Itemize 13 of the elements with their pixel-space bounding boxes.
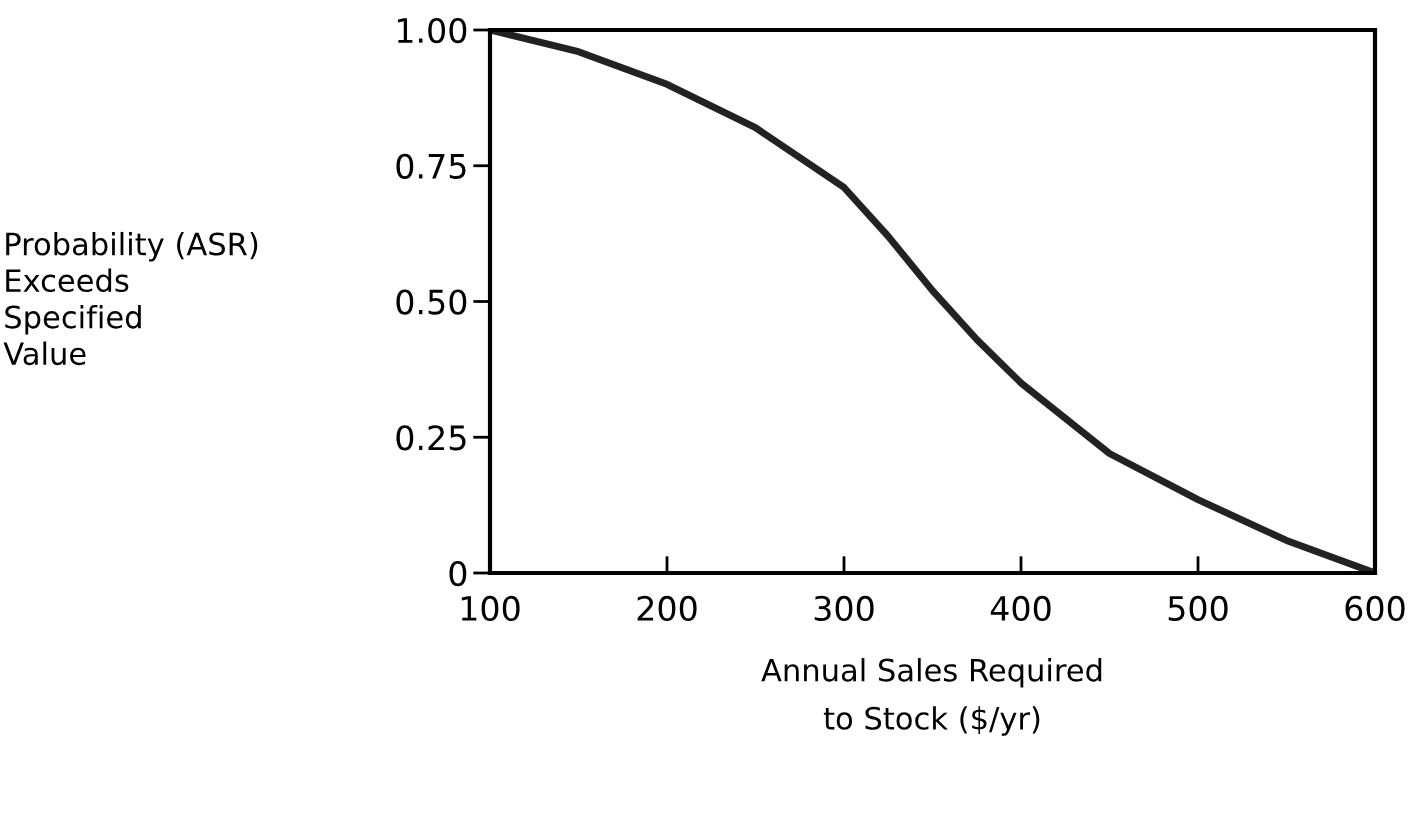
y-tick-label: 0.25 — [396, 425, 466, 451]
x-tick-label: 200 — [637, 595, 697, 622]
y-tick-label: 1.00 — [397, 17, 467, 44]
y-tick-label: 0 — [449, 560, 467, 587]
x-tick-label: 500 — [1168, 595, 1228, 622]
y-tick-label: 0.50 — [396, 289, 467, 315]
x-tick-label: 100 — [461, 595, 520, 622]
y-tick-label: 0.75 — [396, 153, 466, 179]
x-tick-label: 300 — [814, 595, 874, 622]
x-tick-label: 600 — [1345, 595, 1405, 622]
x-tick-label: 400 — [990, 595, 1051, 622]
x-axis-title: Annual Sales Required to Stock ($/yr) — [761, 658, 1102, 736]
y-axis-title: Probability (ASR) Exceeds Specified Value — [3, 231, 258, 366]
